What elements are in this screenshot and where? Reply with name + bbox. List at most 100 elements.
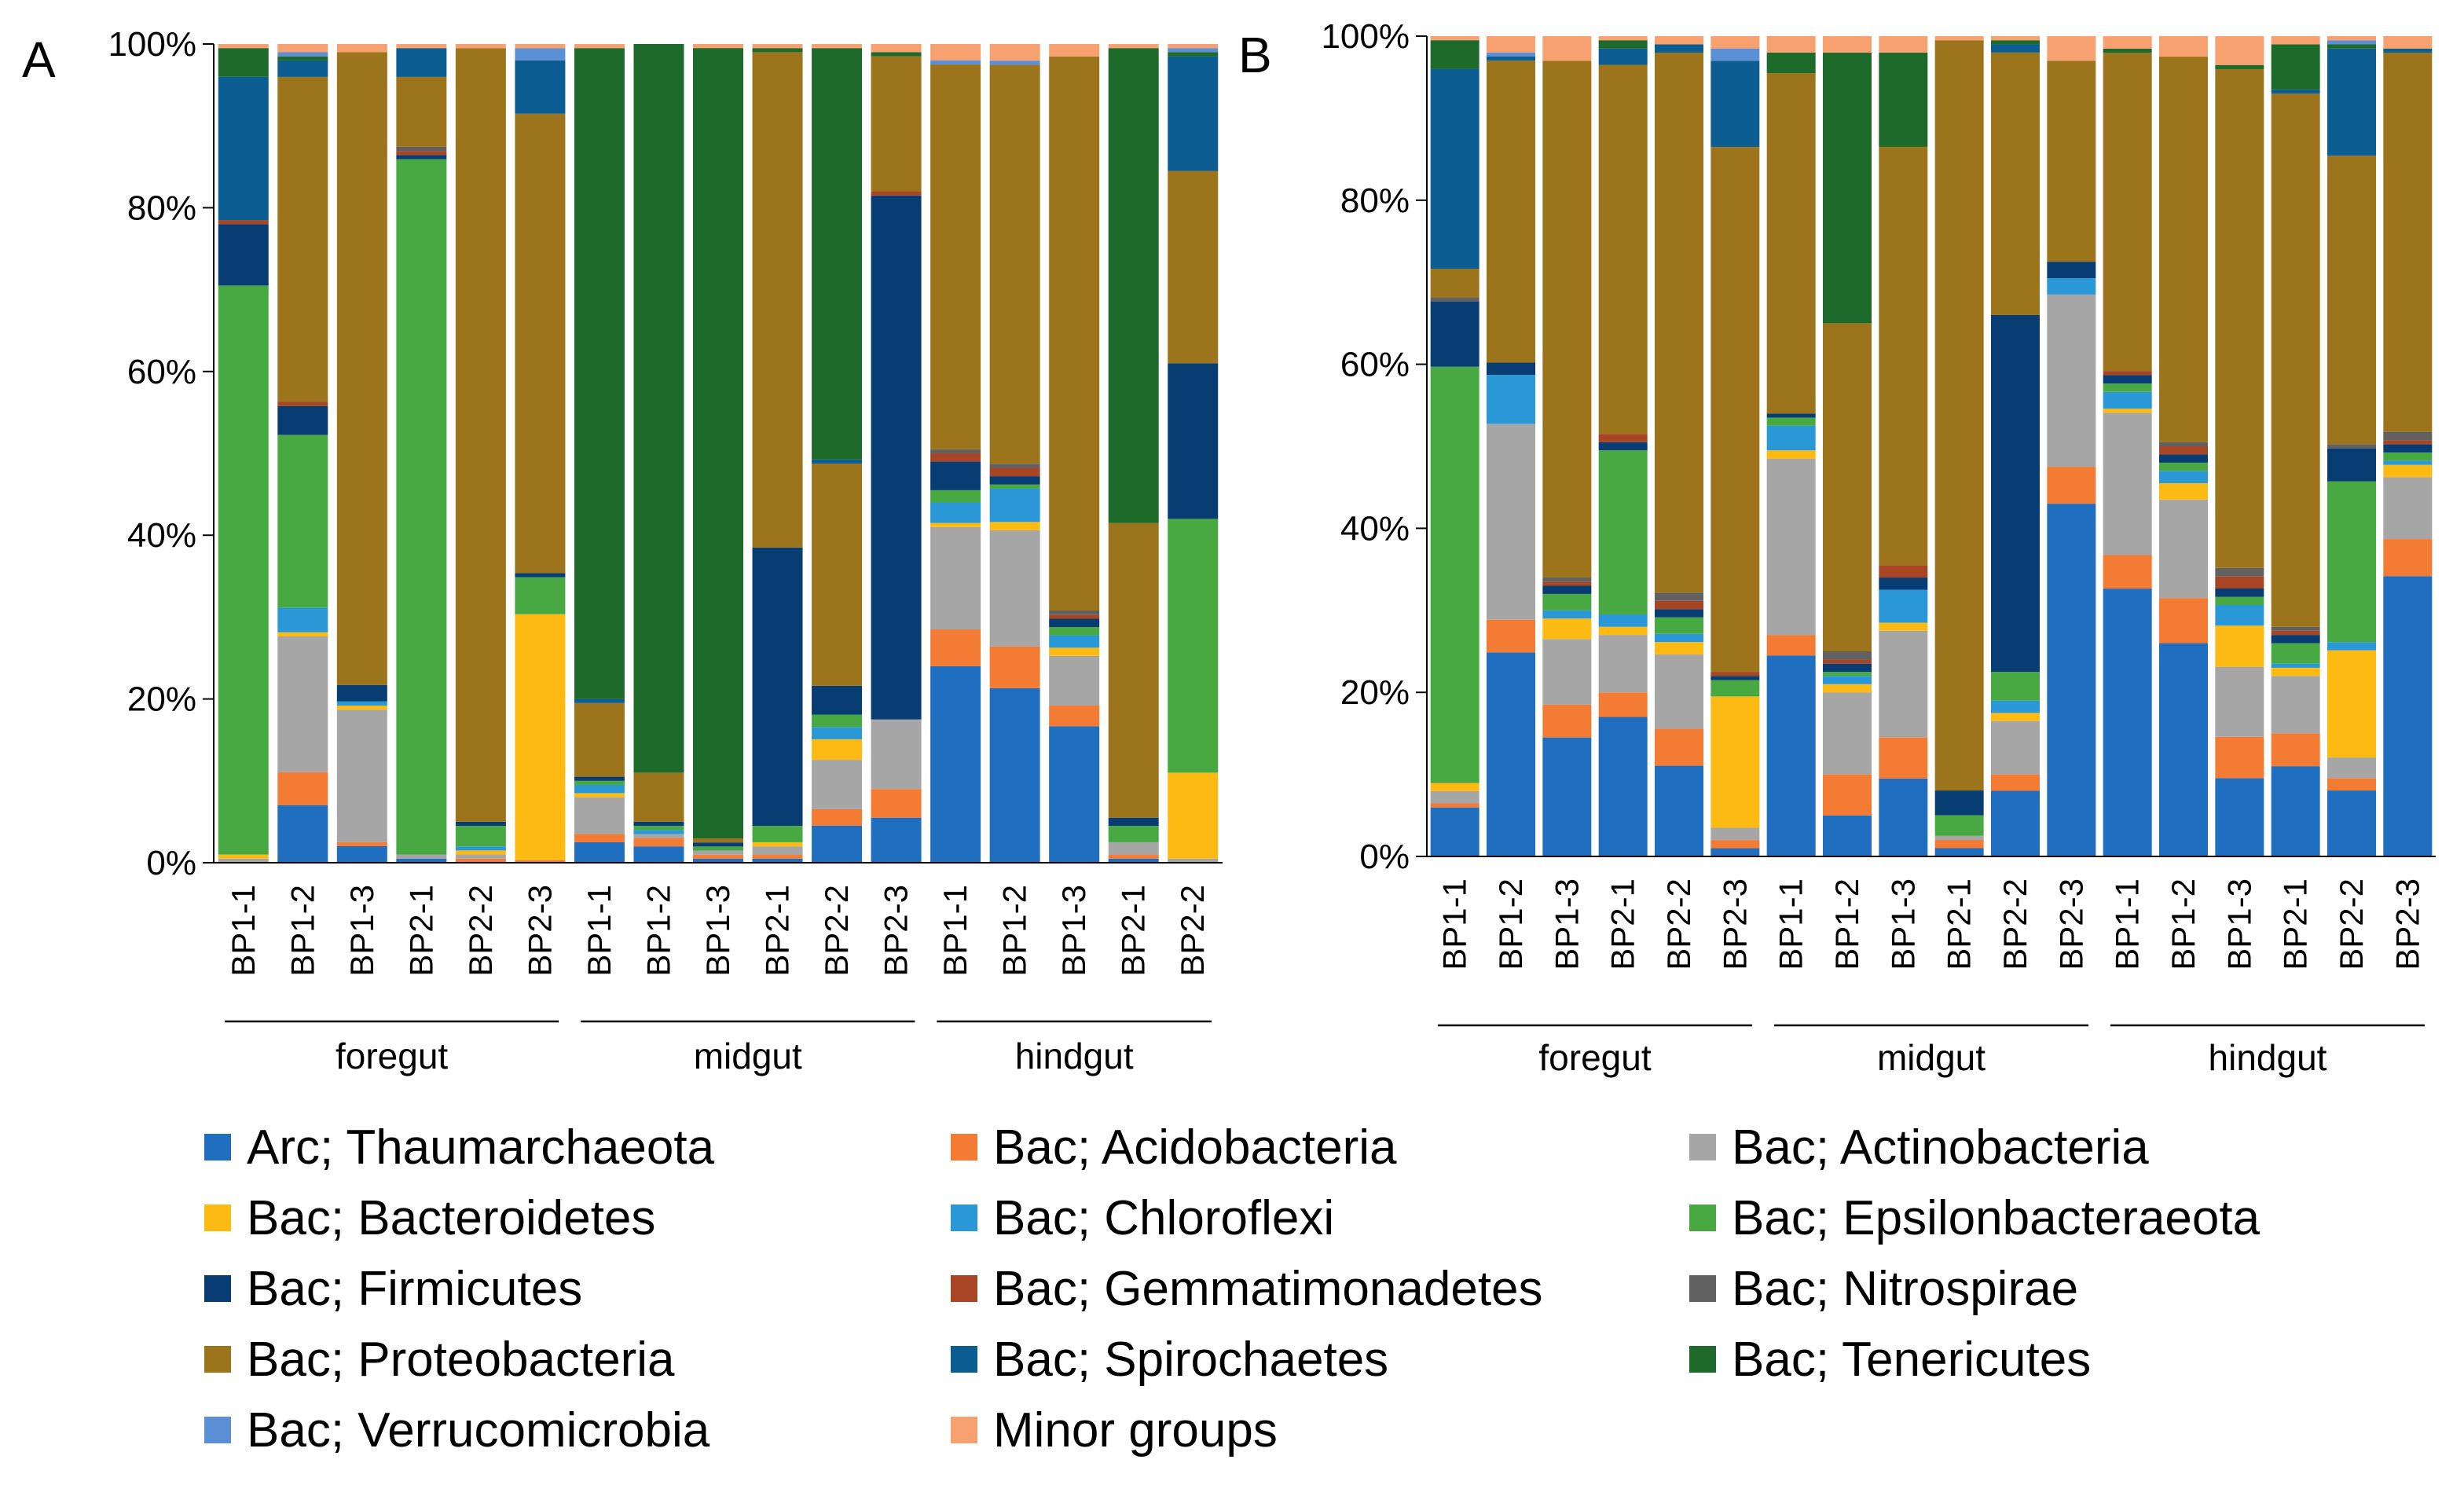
x-tick-label: BP2-2 <box>1174 885 1211 977</box>
x-tick-label: BP1-1 <box>225 885 262 977</box>
legend-label: Minor groups <box>993 1402 1278 1458</box>
bar-segment <box>2159 446 2208 455</box>
bar-segment <box>515 113 566 574</box>
bar-segment <box>2271 626 2320 631</box>
bar-segment <box>1710 36 1760 49</box>
bar-segment <box>1598 40 1648 49</box>
bar-segment <box>1655 728 1703 766</box>
bar-segment <box>515 48 566 60</box>
bar-segment <box>1049 614 1100 619</box>
bar-BP1-2 <box>277 44 328 863</box>
bar-segment <box>1542 578 1592 582</box>
bar-segment <box>1542 737 1592 856</box>
bar-segment <box>930 64 981 449</box>
bar-segment <box>633 821 684 827</box>
bar-segment <box>989 688 1040 863</box>
bar-segment <box>515 60 566 114</box>
legend-label: Bac; Acidobacteria <box>993 1120 1397 1175</box>
x-tick-label: BP1-1 <box>1773 878 1810 970</box>
bar-segment <box>574 776 625 781</box>
bar-segment <box>336 684 387 702</box>
bar-segment <box>2271 36 2320 45</box>
bar-segment <box>1049 627 1100 636</box>
bar-BP1-2 <box>1487 36 1535 856</box>
bar-segment <box>812 685 863 715</box>
bar-segment <box>989 646 1040 688</box>
legend-item: Bac; Chloroflexi <box>951 1186 1334 1249</box>
bar-BP1-1 <box>1766 36 1816 856</box>
bar-BP2-2 <box>2327 36 2376 856</box>
bar-segment <box>1598 442 1648 451</box>
bar-segment <box>2383 48 2433 53</box>
bar-segment <box>2327 44 2376 49</box>
bar-segment <box>1766 413 1816 418</box>
bar-segment <box>1430 36 1480 41</box>
bar-segment <box>693 858 743 863</box>
legend-swatch <box>1689 1275 1716 1302</box>
bar-segment <box>989 530 1040 647</box>
bar-segment <box>2215 36 2264 65</box>
bar-BP2-1 <box>1934 36 1984 856</box>
bar-segment <box>693 850 743 855</box>
bar-segment <box>2327 448 2376 482</box>
bar-segment <box>930 453 981 462</box>
bar-segment <box>1655 642 1703 654</box>
bar-segment <box>871 44 922 53</box>
bar-segment <box>930 522 981 527</box>
bar-segment <box>1766 458 1816 636</box>
legend-item: Bac; Proteobacteria <box>204 1328 675 1391</box>
bar-segment <box>989 488 1040 522</box>
bar-segment <box>2159 643 2208 856</box>
bar-BP2-1 <box>1108 44 1159 863</box>
bar-segment <box>693 44 743 49</box>
bar-segment <box>989 44 1040 61</box>
bar-segment <box>1430 807 1480 856</box>
x-tick-label: BP1-2 <box>640 885 676 977</box>
bar-segment <box>2383 36 2433 49</box>
bar-segment <box>1991 314 2040 673</box>
x-tick-label: BP1-3 <box>343 885 380 977</box>
bar-segment <box>693 846 743 851</box>
bar-segment <box>1168 56 1219 171</box>
bar-segment <box>396 159 447 855</box>
legend-label: Bac; Bacteroidetes <box>247 1190 656 1245</box>
bar-segment <box>1879 578 1928 590</box>
bar-segment <box>218 220 269 225</box>
bar-segment <box>693 838 743 843</box>
bar-segment <box>277 405 328 435</box>
bar-segment <box>812 464 863 686</box>
bar-segment <box>693 842 743 847</box>
legend-swatch <box>951 1134 977 1160</box>
bar-BP2-2 <box>1991 36 2040 856</box>
bar-segment <box>2103 53 2152 372</box>
bar-segment <box>2215 68 2264 568</box>
bar-segment <box>574 698 625 703</box>
bar-segment <box>1542 585 1592 594</box>
bar-segment <box>277 56 328 60</box>
bar-segment <box>2159 598 2208 644</box>
bar-segment <box>2271 733 2320 767</box>
bar-segment <box>1934 40 1984 791</box>
bar-segment <box>515 614 566 860</box>
bar-BP1-3 <box>2215 36 2264 856</box>
bar-segment <box>574 702 625 777</box>
bar-segment <box>455 48 506 822</box>
y-tick-label: 0% <box>1359 838 1410 876</box>
bar-segment <box>1108 817 1159 827</box>
bar-segment <box>1823 692 1872 775</box>
bar-segment <box>2103 48 2152 53</box>
bar-segment <box>1430 366 1480 783</box>
bar-segment <box>1598 614 1648 627</box>
bar-segment <box>2215 64 2264 69</box>
bar-segment <box>218 44 269 49</box>
bar-segment <box>2159 482 2208 500</box>
bar-BP2-2 <box>1655 36 1703 856</box>
bar-segment <box>2271 635 2320 644</box>
bar-segment <box>1710 672 1760 676</box>
bar-BP2-2 <box>812 44 863 863</box>
bar-segment <box>1991 720 2040 775</box>
bar-segment <box>633 826 684 830</box>
bar-segment <box>2327 156 2376 445</box>
bar-segment <box>812 825 863 863</box>
bar-segment <box>336 52 387 685</box>
